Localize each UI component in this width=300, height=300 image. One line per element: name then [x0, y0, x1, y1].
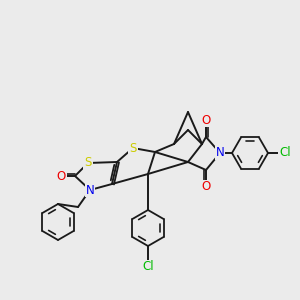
Text: O: O — [56, 169, 66, 182]
Text: N: N — [216, 146, 224, 160]
Text: Cl: Cl — [279, 146, 291, 160]
Text: O: O — [201, 181, 211, 194]
Text: O: O — [201, 113, 211, 127]
Text: S: S — [129, 142, 137, 154]
Text: S: S — [84, 157, 92, 169]
Text: Cl: Cl — [142, 260, 154, 274]
Text: N: N — [85, 184, 94, 196]
